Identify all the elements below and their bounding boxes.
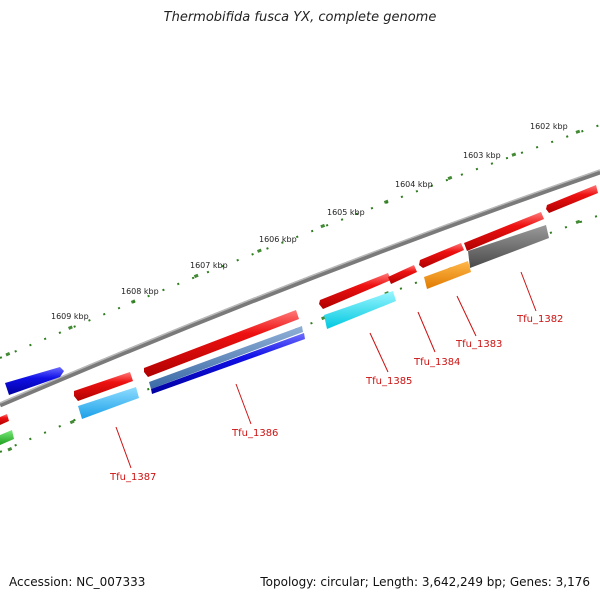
scale-label-1603: 1603 kbp (463, 151, 501, 160)
gene-forward-red-5 (546, 185, 598, 213)
gene-label-tfu-1382: Tfu_1382 (516, 314, 563, 325)
gene-label-tfu-1385: Tfu_1385 (365, 376, 412, 387)
leader-tfu-1383 (456, 295, 477, 337)
accession-text: Accession: NC_007333 (9, 575, 146, 589)
gene-label-tfu-1386: Tfu_1386 (231, 428, 278, 439)
outer-scale-major-ticks (5, 122, 600, 357)
gene-label-tfu-1384: Tfu_1384 (413, 357, 460, 368)
genome-backbone-highlight (0, 169, 600, 404)
gene-label-tfu-1383: Tfu_1383 (455, 339, 502, 350)
gene-reverse-red-left (0, 414, 9, 425)
scale-label-1607: 1607 kbp (190, 261, 228, 270)
gene-reverse-cyan (324, 291, 396, 329)
leader-tfu-1384 (417, 311, 436, 353)
gene-forward-red-2 (388, 265, 417, 284)
scale-label-1608: 1608 kbp (121, 287, 159, 296)
gene-reverse-orange (424, 261, 471, 289)
leader-tfu-1386 (235, 383, 252, 425)
gene-reverse-skyblue (78, 387, 139, 419)
gene-forward-red-1 (319, 273, 391, 309)
gene-reverse-blue (151, 333, 305, 394)
genome-backbone (0, 169, 600, 408)
gene-forward-blue (5, 367, 64, 395)
gene-reverse-red-b (144, 310, 299, 377)
leader-tfu-1387 (115, 426, 132, 469)
scale-label-1605: 1605 kbp (327, 208, 365, 217)
map-title: Thermobifida fusca YX, complete genome (163, 10, 437, 25)
scale-label-1602: 1602 kbp (530, 122, 568, 131)
leader-tfu-1382 (520, 271, 537, 312)
gene-reverse-red-a (74, 372, 133, 401)
gene-reverse-steel (149, 326, 303, 389)
genome-info-text: Topology: circular; Length: 3,642,249 bp… (260, 575, 590, 589)
scale-label-1606: 1606 kbp (259, 235, 297, 244)
gene-forward-red-4 (464, 212, 544, 251)
scale-label-1609: 1609 kbp (51, 312, 89, 321)
leader-tfu-1385 (369, 332, 389, 373)
scale-label-1604: 1604 kbp (395, 180, 433, 189)
gene-reverse-gray (468, 225, 549, 268)
gene-reverse-green (0, 430, 14, 445)
gene-forward-red-3 (419, 243, 464, 268)
gene-label-tfu-1387: Tfu_1387 (109, 472, 156, 483)
